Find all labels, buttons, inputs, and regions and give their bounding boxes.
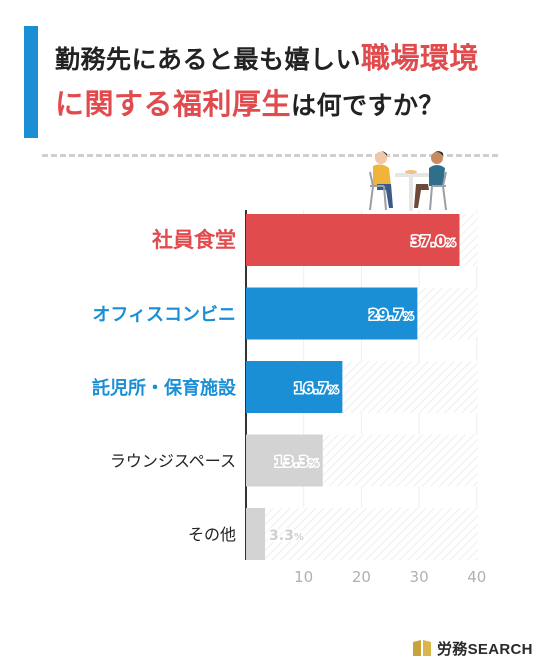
bar-track xyxy=(246,508,478,560)
category-label: 社員食堂 xyxy=(151,228,236,252)
x-tick-label: 10 xyxy=(294,568,313,586)
bar-2 xyxy=(246,287,418,340)
title-accent-bar xyxy=(24,26,38,138)
category-label: ラウンジスペース xyxy=(110,452,236,471)
brand-logo-text: 労務SEARCH xyxy=(437,640,533,658)
value-label: 13.3% xyxy=(274,455,319,471)
book-icon xyxy=(413,640,431,656)
category-label: オフィスコンビニ xyxy=(92,305,236,326)
chart-title: 勤務先にあると最も嬉しい職場環境 に関する福利厚生は何ですか？ xyxy=(55,36,525,128)
bar-4 xyxy=(246,434,323,487)
people-dining-icon xyxy=(369,151,447,211)
value-label: 3.3% xyxy=(269,528,304,544)
brand-logo: 労務SEARCH xyxy=(412,637,533,659)
title-line1-prefix: 勤務先にあると最も嬉しい xyxy=(55,45,362,74)
value-label: 29.7% xyxy=(369,308,414,324)
value-label: 37.0% xyxy=(411,234,456,250)
x-tick-label: 20 xyxy=(352,568,371,586)
title-line2-highlight: に関する福利厚生 xyxy=(55,87,292,121)
x-tick-label: 40 xyxy=(467,568,486,586)
title-line2-suffix: は何ですか？ xyxy=(291,91,445,120)
category-label: 託児所・保育施設 xyxy=(92,377,237,399)
value-label: 16.7% xyxy=(294,381,339,397)
title-line1-highlight: 職場環境 xyxy=(361,41,480,75)
bar-5 xyxy=(246,508,266,560)
x-tick-label: 30 xyxy=(410,568,429,586)
divider xyxy=(42,154,498,157)
bar-1 xyxy=(246,214,460,266)
category-label: その他 xyxy=(188,525,236,544)
bar-3 xyxy=(246,361,343,413)
